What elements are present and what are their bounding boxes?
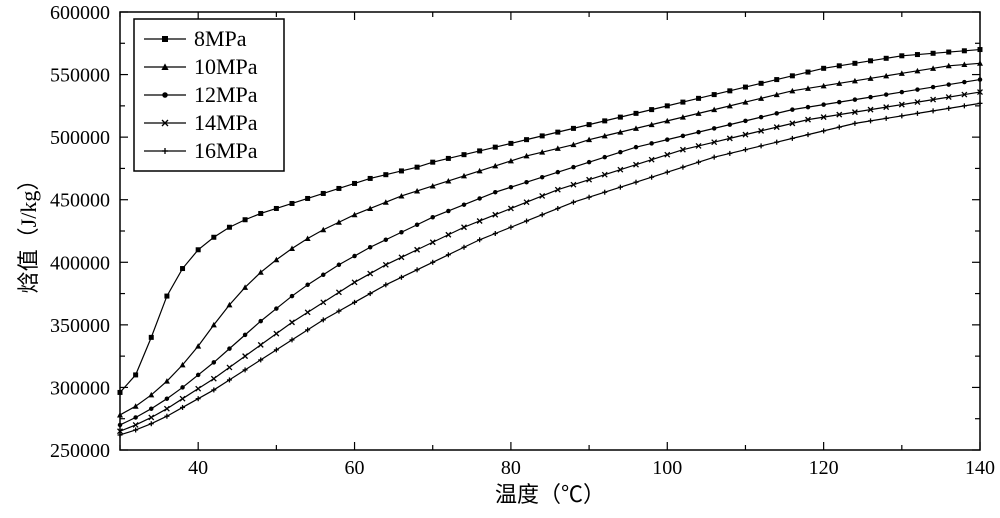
svg-text:450000: 450000: [50, 190, 110, 212]
svg-text:550000: 550000: [50, 65, 110, 87]
svg-text:350000: 350000: [50, 315, 110, 337]
svg-text:16MPa: 16MPa: [194, 138, 258, 163]
svg-text:12MPa: 12MPa: [194, 82, 258, 107]
svg-text:250000: 250000: [50, 440, 110, 462]
svg-text:40: 40: [188, 457, 208, 479]
svg-text:10MPa: 10MPa: [194, 54, 258, 79]
svg-text:60: 60: [345, 457, 365, 479]
chart-svg: 40 60 80 100 120 140 250000 300000 350000 400000 4…: [0, 0, 1000, 518]
svg-text:80: 80: [501, 457, 521, 479]
svg-text:600000: 600000: [50, 2, 110, 24]
svg-text:8MPa: 8MPa: [194, 26, 247, 51]
svg-text:100: 100: [652, 457, 682, 479]
svg-text:焓值（J/kg）: 焓值（J/kg）: [16, 169, 41, 294]
svg-text:120: 120: [809, 457, 839, 479]
svg-text:温度（℃）: 温度（℃）: [495, 482, 605, 507]
svg-text:300000: 300000: [50, 377, 110, 399]
svg-text:14MPa: 14MPa: [194, 110, 258, 135]
legend: 8MPa 10MPa 12MPa 14MPa 16MPa: [134, 19, 284, 171]
svg-text:140: 140: [965, 457, 995, 479]
enthalpy-chart: 40 60 80 100 120 140 250000 300000 350000 400000 4…: [0, 0, 1000, 518]
svg-text:500000: 500000: [50, 127, 110, 149]
svg-text:400000: 400000: [50, 252, 110, 274]
